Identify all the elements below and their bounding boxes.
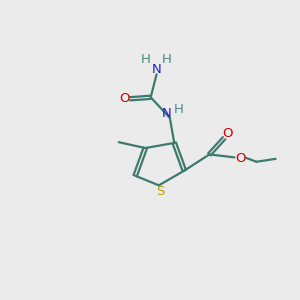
Text: O: O bbox=[236, 152, 246, 165]
Text: O: O bbox=[222, 127, 232, 140]
Text: H: H bbox=[140, 53, 150, 66]
Text: H: H bbox=[174, 103, 184, 116]
Text: S: S bbox=[156, 185, 164, 198]
Text: N: N bbox=[152, 62, 161, 76]
Text: H: H bbox=[162, 53, 172, 66]
Text: O: O bbox=[119, 92, 130, 105]
Text: N: N bbox=[162, 107, 172, 120]
